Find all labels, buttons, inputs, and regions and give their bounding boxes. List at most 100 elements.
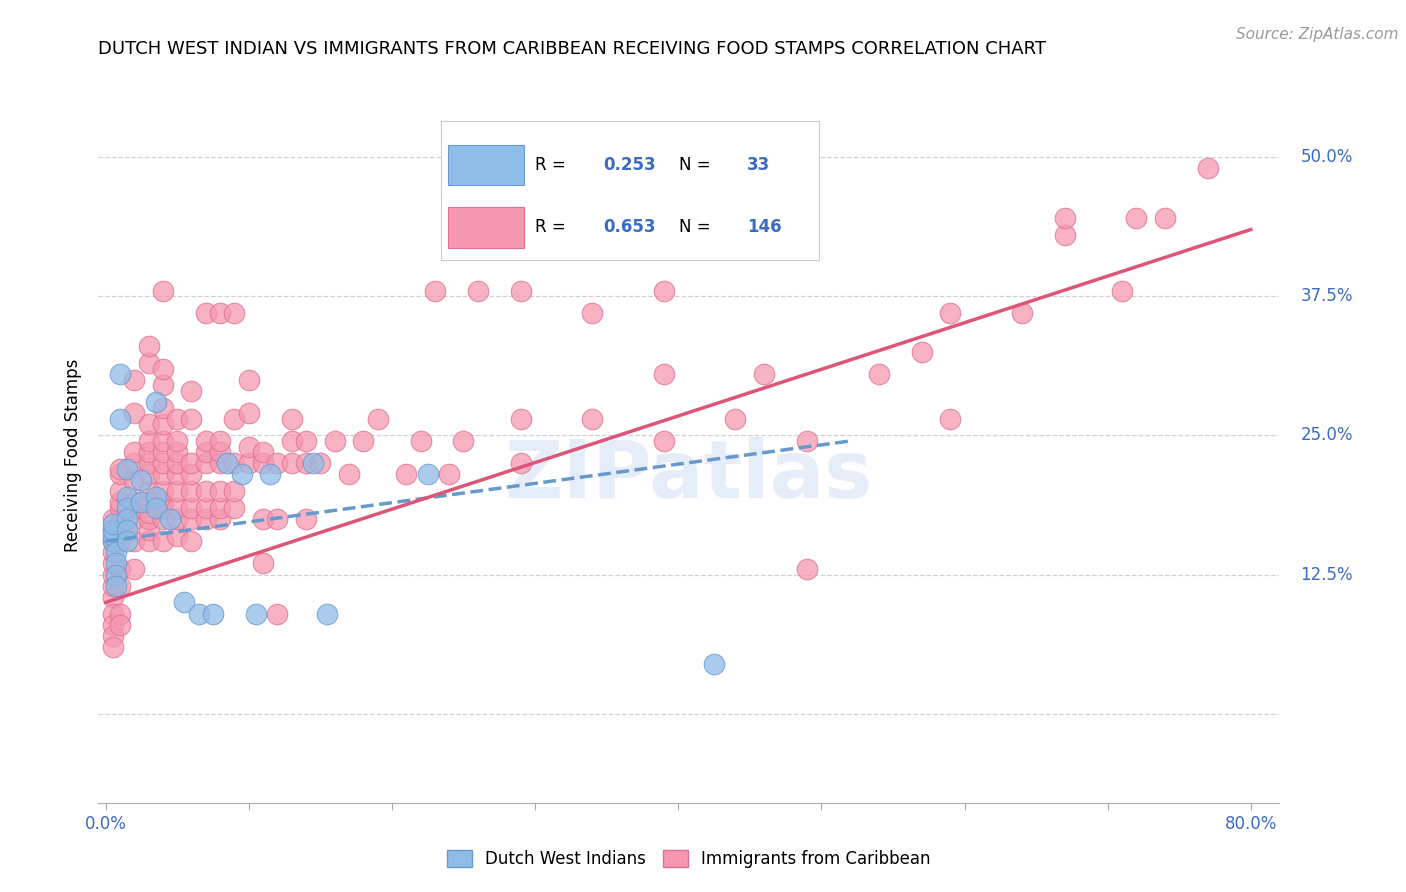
Point — [152, 512, 174, 526]
Point — [194, 500, 217, 515]
Point — [101, 534, 124, 549]
Point — [108, 562, 131, 576]
Point — [280, 434, 302, 448]
Point — [939, 411, 962, 425]
Point — [138, 507, 160, 521]
Point — [138, 534, 160, 549]
Point — [138, 523, 160, 537]
Text: 50.0%: 50.0% — [1301, 148, 1353, 166]
Point — [280, 456, 302, 470]
Point — [138, 339, 160, 353]
Point — [101, 567, 124, 582]
Point — [152, 500, 174, 515]
Point — [295, 512, 318, 526]
Point — [868, 368, 890, 382]
Point — [1011, 306, 1033, 320]
Point — [122, 512, 145, 526]
Point — [122, 534, 145, 549]
Point — [122, 445, 145, 459]
Point — [115, 523, 138, 537]
Point — [122, 500, 145, 515]
Point — [115, 512, 138, 526]
Point — [581, 306, 603, 320]
Point — [101, 512, 124, 526]
Point — [101, 640, 124, 654]
Point — [217, 456, 239, 470]
Point — [166, 456, 188, 470]
Point — [122, 562, 145, 576]
Point — [280, 411, 302, 425]
Point — [108, 467, 131, 482]
Point — [101, 517, 124, 532]
Point — [238, 373, 260, 387]
Point — [104, 567, 127, 582]
Point — [166, 434, 188, 448]
Point — [180, 467, 202, 482]
Point — [703, 657, 725, 671]
Point — [152, 484, 174, 499]
Point — [266, 512, 288, 526]
Point — [138, 434, 160, 448]
Point — [209, 500, 232, 515]
Point — [1125, 211, 1147, 226]
Point — [194, 512, 217, 526]
Point — [101, 590, 124, 604]
Point — [224, 500, 246, 515]
Point — [180, 411, 202, 425]
Point — [652, 284, 675, 298]
Point — [724, 194, 747, 209]
Point — [180, 512, 202, 526]
Point — [652, 434, 675, 448]
Point — [108, 534, 131, 549]
Point — [166, 484, 188, 499]
Point — [395, 467, 418, 482]
Text: 25.0%: 25.0% — [1301, 426, 1353, 444]
Point — [509, 284, 531, 298]
Point — [209, 434, 232, 448]
Point — [416, 467, 439, 482]
Point — [724, 228, 747, 243]
Point — [101, 629, 124, 643]
Point — [295, 456, 318, 470]
Point — [166, 411, 188, 425]
Point — [409, 434, 432, 448]
Point — [108, 607, 131, 621]
Point — [180, 384, 202, 398]
Point — [252, 557, 274, 571]
Point — [245, 607, 267, 621]
Point — [180, 534, 202, 549]
Y-axis label: Receiving Food Stamps: Receiving Food Stamps — [65, 359, 83, 551]
Point — [1053, 211, 1076, 226]
Point — [316, 607, 339, 621]
Point — [194, 306, 217, 320]
Text: 12.5%: 12.5% — [1301, 566, 1353, 583]
Point — [252, 445, 274, 459]
Point — [101, 528, 124, 542]
Point — [1053, 228, 1076, 243]
Point — [796, 562, 818, 576]
Point — [138, 456, 160, 470]
Point — [209, 484, 232, 499]
Point — [238, 440, 260, 454]
Point — [108, 484, 131, 499]
Point — [295, 434, 318, 448]
Point — [104, 579, 127, 593]
Point — [152, 467, 174, 482]
Point — [101, 534, 124, 549]
Point — [152, 284, 174, 298]
Point — [752, 368, 775, 382]
Point — [337, 467, 360, 482]
Point — [910, 345, 932, 359]
Point — [201, 607, 224, 621]
Point — [138, 417, 160, 432]
Point — [108, 368, 131, 382]
Point — [101, 607, 124, 621]
Point — [209, 445, 232, 459]
Point — [231, 467, 253, 482]
Legend: Dutch West Indians, Immigrants from Caribbean: Dutch West Indians, Immigrants from Cari… — [440, 843, 938, 874]
Point — [180, 484, 202, 499]
Point — [131, 473, 153, 487]
Point — [509, 411, 531, 425]
Point — [122, 473, 145, 487]
Point — [166, 467, 188, 482]
